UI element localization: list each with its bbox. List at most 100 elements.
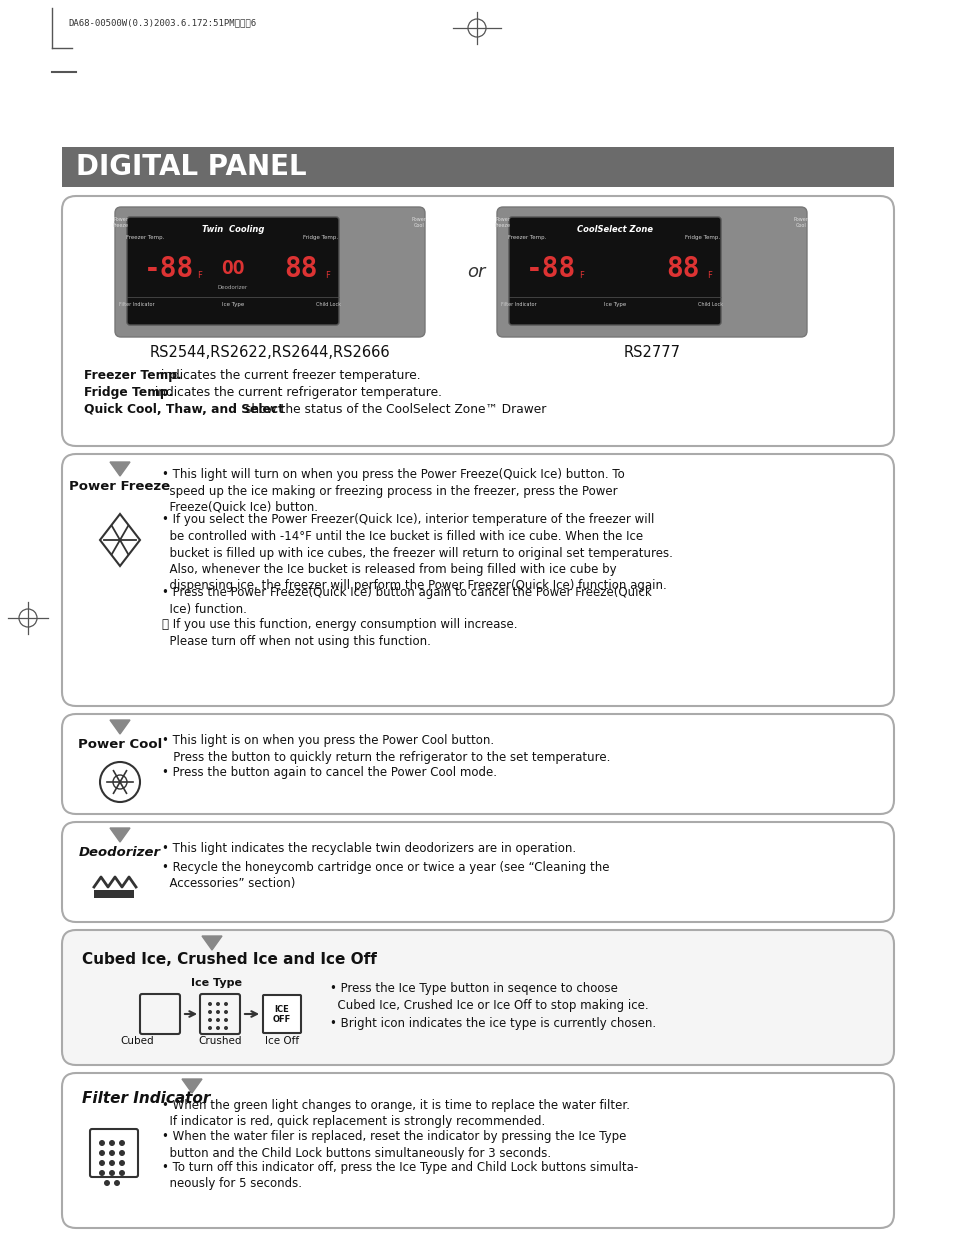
Text: • This light will turn on when you press the Power Freeze(Quick Ice) button. To
: • This light will turn on when you press… [162,468,624,514]
Text: Filter Indicator: Filter Indicator [82,1091,211,1107]
FancyBboxPatch shape [62,714,893,814]
Text: Ice Type: Ice Type [222,303,244,308]
FancyBboxPatch shape [62,454,893,706]
Circle shape [99,1170,105,1176]
Text: Filter Indicator: Filter Indicator [500,303,537,308]
FancyBboxPatch shape [263,995,301,1032]
Text: Power Freeze: Power Freeze [70,480,171,493]
Circle shape [215,1002,220,1007]
Circle shape [208,1002,212,1007]
Text: -88: -88 [144,254,193,283]
Text: • Bright icon indicates the ice type is currently chosen.: • Bright icon indicates the ice type is … [330,1016,656,1030]
Text: Ice Type: Ice Type [192,978,242,988]
Polygon shape [110,720,130,734]
Text: DIGITAL PANEL: DIGITAL PANEL [76,153,306,182]
Circle shape [119,1150,125,1156]
Text: F: F [196,270,202,279]
Text: Fridge Temp.: Fridge Temp. [684,235,720,240]
Circle shape [119,1140,125,1146]
Bar [94,890,133,898]
Text: • This light indicates the recyclable twin deodorizers are in operation.: • This light indicates the recyclable tw… [162,842,576,855]
Text: Child Lock: Child Lock [316,303,341,308]
Text: OO: OO [221,259,245,279]
FancyBboxPatch shape [497,207,806,337]
Circle shape [109,1140,115,1146]
Text: 88: 88 [665,254,699,283]
Text: CoolSelect Zone: CoolSelect Zone [577,225,652,233]
Text: Filter Indicator: Filter Indicator [119,303,154,308]
Text: show the status of the CoolSelect Zone™ Drawer: show the status of the CoolSelect Zone™ … [240,403,546,416]
Polygon shape [110,827,130,842]
Circle shape [104,1179,110,1186]
Text: • When the water filer is replaced, reset the indicator by pressing the Ice Type: • When the water filer is replaced, rese… [162,1130,626,1160]
FancyBboxPatch shape [62,930,893,1065]
Polygon shape [182,1079,202,1093]
FancyBboxPatch shape [127,217,338,325]
Text: Power
Freeze: Power Freeze [495,217,511,227]
Text: F: F [706,270,711,279]
Circle shape [99,1140,105,1146]
FancyBboxPatch shape [115,207,424,337]
Text: • When the green light changes to orange, it is time to replace the water filter: • When the green light changes to orange… [162,1099,629,1129]
Text: RS2544,RS2622,RS2644,RS2666: RS2544,RS2622,RS2644,RS2666 [150,345,390,359]
Text: Fridge Temp.: Fridge Temp. [84,387,173,399]
Text: • Press the Ice Type button in seqence to choose
  Cubed Ice, Crushed Ice or Ice: • Press the Ice Type button in seqence t… [330,982,648,1011]
Text: • Press the Power Freeze(Quick Ice) button again to cancel the Power Freeze(Quic: • Press the Power Freeze(Quick Ice) butt… [162,585,651,615]
FancyBboxPatch shape [62,823,893,923]
Text: • If you select the Power Freezer(Quick Ice), interior temperature of the freeze: • If you select the Power Freezer(Quick … [162,514,672,593]
Text: OFF: OFF [273,1015,291,1025]
Text: Ice Type: Ice Type [603,303,625,308]
Circle shape [109,1160,115,1166]
Text: Power
Freeze: Power Freeze [112,217,129,227]
Text: indicates the current freezer temperature.: indicates the current freezer temperatur… [156,369,420,382]
Text: Freezer Temp.: Freezer Temp. [126,235,164,240]
Text: Quick Cool, Thaw, and Select: Quick Cool, Thaw, and Select [84,403,284,416]
Circle shape [99,1150,105,1156]
Text: Cubed: Cubed [120,1036,153,1046]
Text: F: F [578,270,583,279]
Circle shape [215,1018,220,1023]
Circle shape [113,1179,120,1186]
Circle shape [224,1010,228,1014]
Text: Power Cool: Power Cool [78,739,162,751]
Circle shape [208,1018,212,1023]
Polygon shape [110,462,130,475]
Text: Power
Cool: Power Cool [411,217,426,227]
Circle shape [224,1026,228,1030]
Text: Fridge Temp.: Fridge Temp. [303,235,338,240]
Text: Deodorizer: Deodorizer [217,285,248,290]
FancyBboxPatch shape [62,196,893,446]
Text: -88: -88 [525,254,576,283]
Circle shape [109,1150,115,1156]
Circle shape [119,1170,125,1176]
Text: • This light is on when you press the Power Cool button.
   Press the button to : • This light is on when you press the Po… [162,734,610,763]
Text: ICE: ICE [274,1005,289,1014]
Text: • To turn off this indicator off, press the Ice Type and Child Lock buttons simu: • To turn off this indicator off, press … [162,1161,638,1191]
Text: F: F [325,270,330,279]
Circle shape [109,1170,115,1176]
Text: Freezer Temp.: Freezer Temp. [507,235,546,240]
Circle shape [208,1026,212,1030]
Text: RS2777: RS2777 [623,345,679,359]
Polygon shape [202,936,222,950]
Text: ⓘ If you use this function, energy consumption will increase.
  Please turn off : ⓘ If you use this function, energy consu… [162,618,517,647]
Text: Cubed Ice, Crushed Ice and Ice Off: Cubed Ice, Crushed Ice and Ice Off [82,952,376,967]
FancyBboxPatch shape [62,1073,893,1228]
Circle shape [208,1010,212,1014]
Text: 88: 88 [284,254,317,283]
Circle shape [224,1018,228,1023]
Text: Power
Cool: Power Cool [793,217,807,227]
Circle shape [224,1002,228,1007]
Text: Freezer Temp.: Freezer Temp. [84,369,182,382]
Text: or: or [466,263,485,282]
Text: DA68-00500W(0.3)2003.6.172:51PM페이지6: DA68-00500W(0.3)2003.6.172:51PM페이지6 [68,19,255,27]
Circle shape [119,1160,125,1166]
Circle shape [99,1160,105,1166]
Text: Twin  Cooling: Twin Cooling [202,225,264,233]
Bar [62,147,893,186]
Text: Crushed: Crushed [198,1036,241,1046]
Text: Deodorizer: Deodorizer [79,846,161,860]
Circle shape [215,1010,220,1014]
Text: • Recycle the honeycomb cartridge once or twice a year (see “Cleaning the
  Acce: • Recycle the honeycomb cartridge once o… [162,861,609,890]
FancyBboxPatch shape [509,217,720,325]
